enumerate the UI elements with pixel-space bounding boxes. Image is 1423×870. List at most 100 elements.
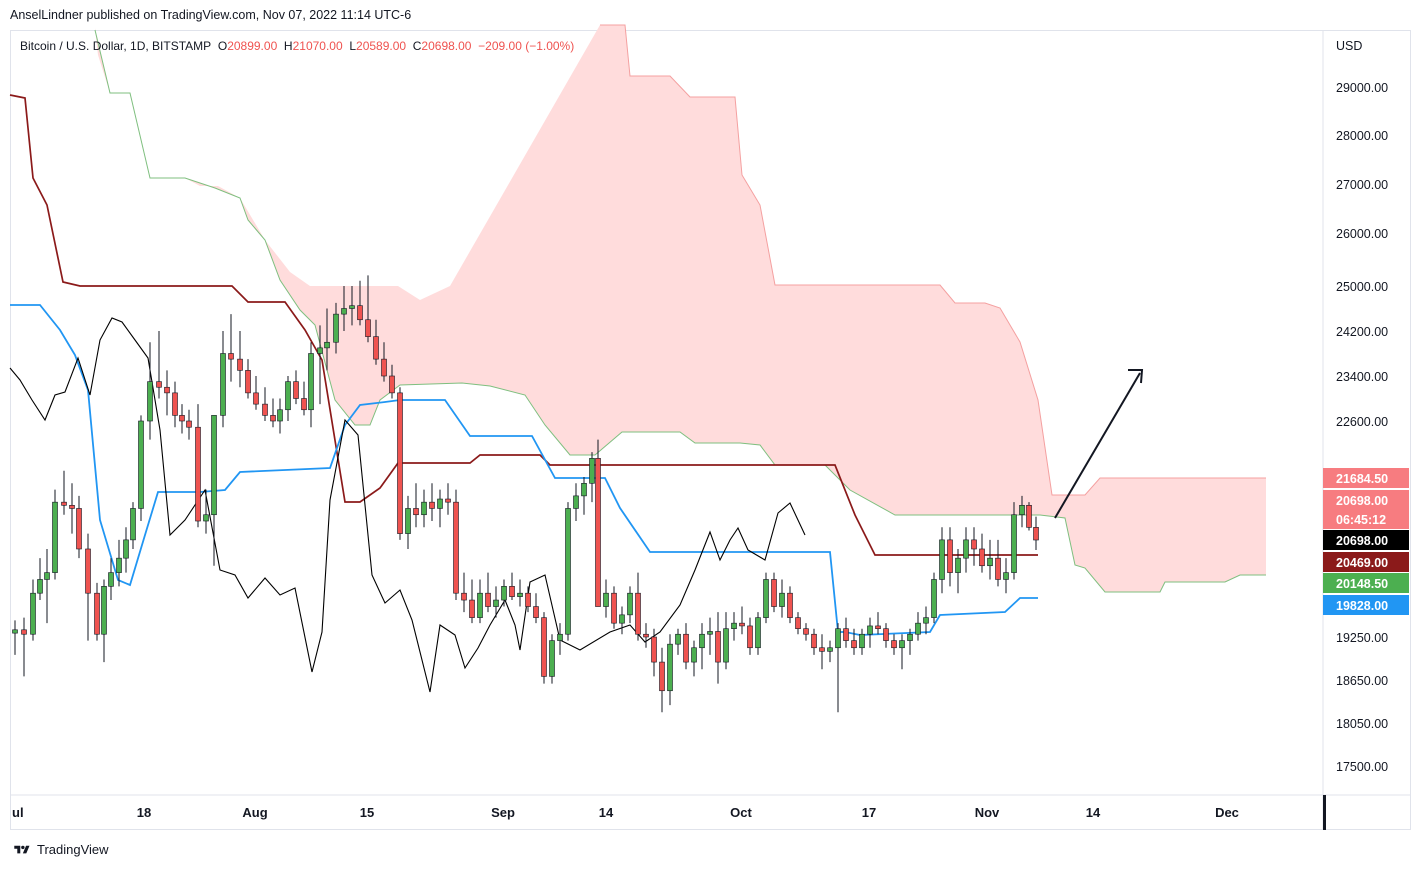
candle-body xyxy=(147,381,153,422)
candle-body xyxy=(931,579,937,618)
x-tick-label: Sep xyxy=(491,805,515,820)
brand-label: TradingView xyxy=(37,842,109,857)
price-tag-bg xyxy=(1323,468,1409,488)
price-tag-label: 20698.00 xyxy=(1336,534,1388,548)
candle-body xyxy=(429,501,435,509)
candle-body xyxy=(52,501,58,573)
candle-body xyxy=(819,647,825,652)
axis-corner xyxy=(1323,795,1326,830)
tradingview-logo-icon xyxy=(14,845,30,853)
y-tick-label: 29000.00 xyxy=(1336,81,1388,95)
x-tick-label: 15 xyxy=(360,805,374,820)
price-tag-label: 21684.50 xyxy=(1336,472,1388,486)
candle-body xyxy=(691,647,697,663)
price-tag-bg xyxy=(1323,530,1409,550)
candle-body xyxy=(603,592,609,607)
senkou-span-b-line xyxy=(600,24,1266,496)
candle-body xyxy=(1026,505,1032,528)
candle-body xyxy=(811,633,817,649)
candle-body xyxy=(723,628,729,663)
candle-body xyxy=(116,557,122,573)
y-tick-label: 25000.00 xyxy=(1336,280,1388,294)
candle-body xyxy=(437,498,443,509)
publish-info: AnselLindner published on TradingView.co… xyxy=(10,8,412,22)
x-tick-label: 14 xyxy=(1086,805,1101,820)
candle-body xyxy=(851,640,857,649)
candle-body xyxy=(581,483,587,497)
symbol-label: Bitcoin / U.S. Dollar, 1D, BITSTAMP xyxy=(20,39,212,53)
open-value: 20899.00 xyxy=(227,39,278,53)
chikou-span-line xyxy=(9,317,806,693)
candle-body xyxy=(179,415,185,422)
candle-body xyxy=(421,501,427,516)
y-tick-label: 22600.00 xyxy=(1336,415,1388,429)
high-label: H xyxy=(283,39,293,53)
candle-body xyxy=(795,617,801,629)
candle-body xyxy=(939,539,945,580)
candle-body xyxy=(923,617,929,624)
candle-body xyxy=(979,548,985,567)
candle-body xyxy=(619,614,625,624)
candle-body xyxy=(541,617,547,677)
candle-body xyxy=(228,353,234,360)
candle-body xyxy=(220,353,226,416)
x-tick-label: Aug xyxy=(242,805,267,820)
annotation-arrow-head xyxy=(1128,369,1144,384)
candle-body xyxy=(971,539,977,550)
candle-body xyxy=(405,508,411,534)
candle-body xyxy=(707,631,713,635)
candle-body xyxy=(245,370,251,394)
candle-body xyxy=(589,458,595,484)
candle-body xyxy=(365,319,371,337)
candle-body xyxy=(317,347,323,354)
candle-body xyxy=(1003,572,1009,580)
candle-body xyxy=(44,572,50,580)
candle-body xyxy=(397,392,403,534)
candle-body xyxy=(573,495,579,509)
low-value: 20589.00 xyxy=(356,39,407,53)
price-tag-label: 20148.50 xyxy=(1336,577,1388,591)
candle-body xyxy=(61,501,67,506)
kijun-sen-line xyxy=(9,94,1038,556)
currency-label: USD xyxy=(1336,39,1362,53)
candle-body xyxy=(341,308,347,315)
candle-body xyxy=(715,631,721,663)
price-tag-bg xyxy=(1323,595,1409,615)
low-label: L xyxy=(349,39,357,53)
x-tick-label: 17 xyxy=(862,805,876,820)
candle-body xyxy=(771,579,777,607)
candle-body xyxy=(461,592,467,601)
y-tick-label: 17500.00 xyxy=(1336,760,1388,774)
candle-body xyxy=(85,548,91,594)
candle-body xyxy=(453,501,459,594)
candle-body xyxy=(186,420,192,428)
y-tick-label: 19250.00 xyxy=(1336,631,1388,645)
price-tag-label: 19828.00 xyxy=(1336,599,1388,613)
candle-body xyxy=(123,539,129,559)
candle-body xyxy=(995,557,1001,580)
price-tag-label: 20698.00 xyxy=(1336,494,1388,508)
candle-body xyxy=(533,606,539,618)
tenkan-sen-line xyxy=(10,304,1038,636)
candle-body xyxy=(509,586,515,597)
candle-body xyxy=(485,592,491,607)
candle-body xyxy=(835,628,841,649)
candle-body xyxy=(963,539,969,559)
annotation-arrow-line xyxy=(1054,372,1141,519)
candle-body xyxy=(891,640,897,649)
candle-body xyxy=(675,633,681,645)
chart-frame xyxy=(10,30,1411,830)
candle-body xyxy=(1033,527,1039,541)
candle-body xyxy=(30,592,36,635)
footer-brand[interactable]: TradingView xyxy=(12,842,109,857)
candle-body xyxy=(21,629,27,635)
candle-body xyxy=(739,622,745,627)
candle-body xyxy=(101,586,107,635)
candle-body xyxy=(683,633,689,663)
x-tick-label: Dec xyxy=(1215,805,1239,820)
candle-body xyxy=(469,599,475,618)
candle-body xyxy=(827,647,833,652)
candle-body xyxy=(875,625,881,629)
candle-body xyxy=(501,586,507,601)
